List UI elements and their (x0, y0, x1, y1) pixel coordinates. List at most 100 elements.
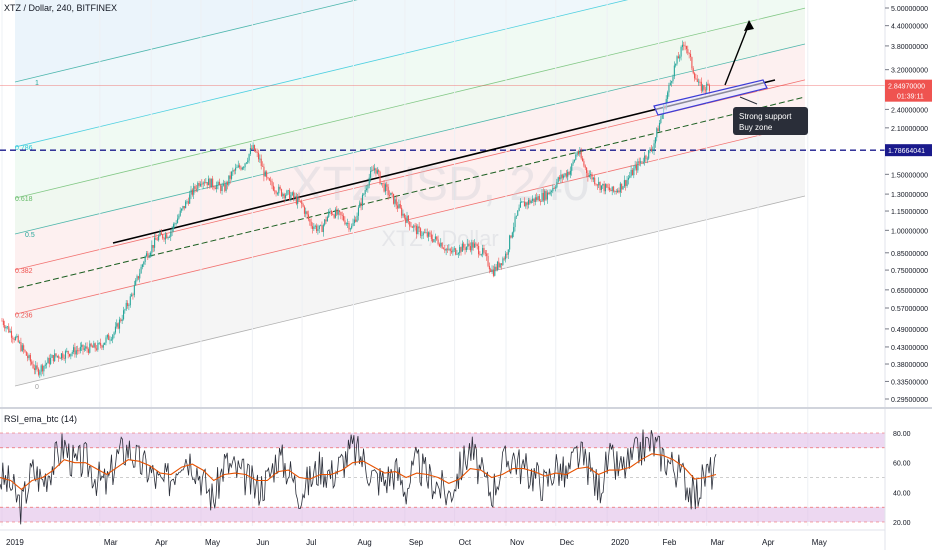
annotations: Strong support Buy zone (653, 20, 808, 135)
candle-body (675, 63, 677, 66)
candle-body (399, 204, 401, 208)
candle-body (545, 191, 547, 200)
candle-body (253, 144, 256, 152)
candle-body (198, 183, 200, 186)
candle-body (382, 182, 384, 184)
candle-body (48, 357, 50, 364)
candle-body (641, 161, 643, 163)
candle-body (282, 193, 284, 197)
candle-body (181, 208, 183, 211)
candle-body (380, 182, 382, 184)
candle-body (604, 184, 607, 192)
candle-body (486, 253, 488, 257)
candle-body (245, 162, 247, 164)
candle-body (465, 246, 467, 251)
candle-body (530, 200, 532, 204)
candle-body (229, 175, 231, 179)
candle-body (359, 202, 361, 208)
candle-body (116, 323, 118, 327)
y-tick-label: 0.85000000 (891, 251, 928, 258)
candle-body (135, 280, 137, 286)
fib-line (14, 0, 358, 83)
candle-body (503, 258, 505, 260)
fib-label: 0.236 (15, 312, 33, 319)
candle-body (297, 197, 299, 204)
candle-body (610, 190, 612, 192)
y-tick-label: 4.40000000 (891, 24, 928, 31)
candle-body (494, 266, 496, 276)
candle-body (216, 185, 218, 190)
candle-body (131, 294, 133, 297)
candle-body (98, 342, 100, 344)
candle-body (540, 201, 542, 203)
candle-body (256, 152, 258, 153)
candle-body (150, 252, 152, 256)
candle-body (366, 188, 368, 191)
candle-body (361, 194, 364, 206)
candle-body (299, 200, 301, 202)
candle-body (60, 353, 62, 359)
candle-body (611, 186, 613, 192)
candle-body (213, 186, 215, 189)
candle-body (614, 191, 616, 192)
candle-body (660, 118, 662, 123)
candle-body (55, 353, 57, 357)
candle-body (363, 193, 365, 195)
candle-body (155, 237, 157, 240)
candle-body (276, 193, 278, 195)
candle-body (492, 269, 494, 276)
candle-body (290, 195, 292, 200)
candle-body (648, 150, 650, 159)
candle-body (151, 244, 153, 253)
candle-body (294, 196, 296, 198)
candle-body (183, 206, 185, 209)
candle-body (580, 151, 582, 159)
candle-body (398, 204, 400, 209)
candle-body (703, 85, 705, 90)
candle-body (691, 57, 693, 69)
candle-body (609, 187, 611, 191)
candle-body (657, 128, 659, 132)
candle-body (685, 46, 688, 50)
y-tick-label: 0.29500000 (891, 397, 928, 404)
candle-body (197, 183, 199, 190)
candle-body (633, 168, 635, 176)
candle-body (368, 177, 370, 186)
candle-body (526, 202, 528, 205)
candle-body (506, 253, 508, 255)
y-tick-label: 0.57000000 (891, 306, 928, 313)
candle-body (549, 191, 551, 195)
candle-body (564, 173, 566, 176)
candle-body (312, 226, 314, 229)
candle-body (255, 151, 257, 153)
candle-body (43, 365, 45, 372)
candle-body (483, 248, 485, 253)
candle-body (433, 239, 435, 242)
last-price-badge (885, 79, 932, 102)
candle-body (97, 343, 99, 350)
candle-body (590, 173, 592, 175)
candle-body (479, 254, 481, 256)
callout-pointer (739, 96, 758, 105)
candle-body (538, 196, 540, 202)
candle-body (598, 181, 600, 186)
candle-body (109, 339, 111, 341)
candle-body (571, 164, 573, 171)
candle-body (613, 186, 615, 192)
candle-body (293, 192, 295, 198)
candle-body (583, 161, 585, 166)
fib-label: 1 (35, 80, 39, 87)
candle-body (676, 56, 678, 64)
candle-body (298, 197, 300, 201)
y-tick-label: 3.80000000 (891, 44, 928, 51)
candle-body (212, 178, 214, 187)
candle-body (434, 236, 436, 240)
candle-body (619, 183, 621, 193)
fib-line (14, 7, 806, 199)
candle-body (425, 232, 427, 234)
candle-body (162, 234, 164, 239)
candle-body (529, 199, 531, 204)
candle-body (100, 342, 102, 346)
